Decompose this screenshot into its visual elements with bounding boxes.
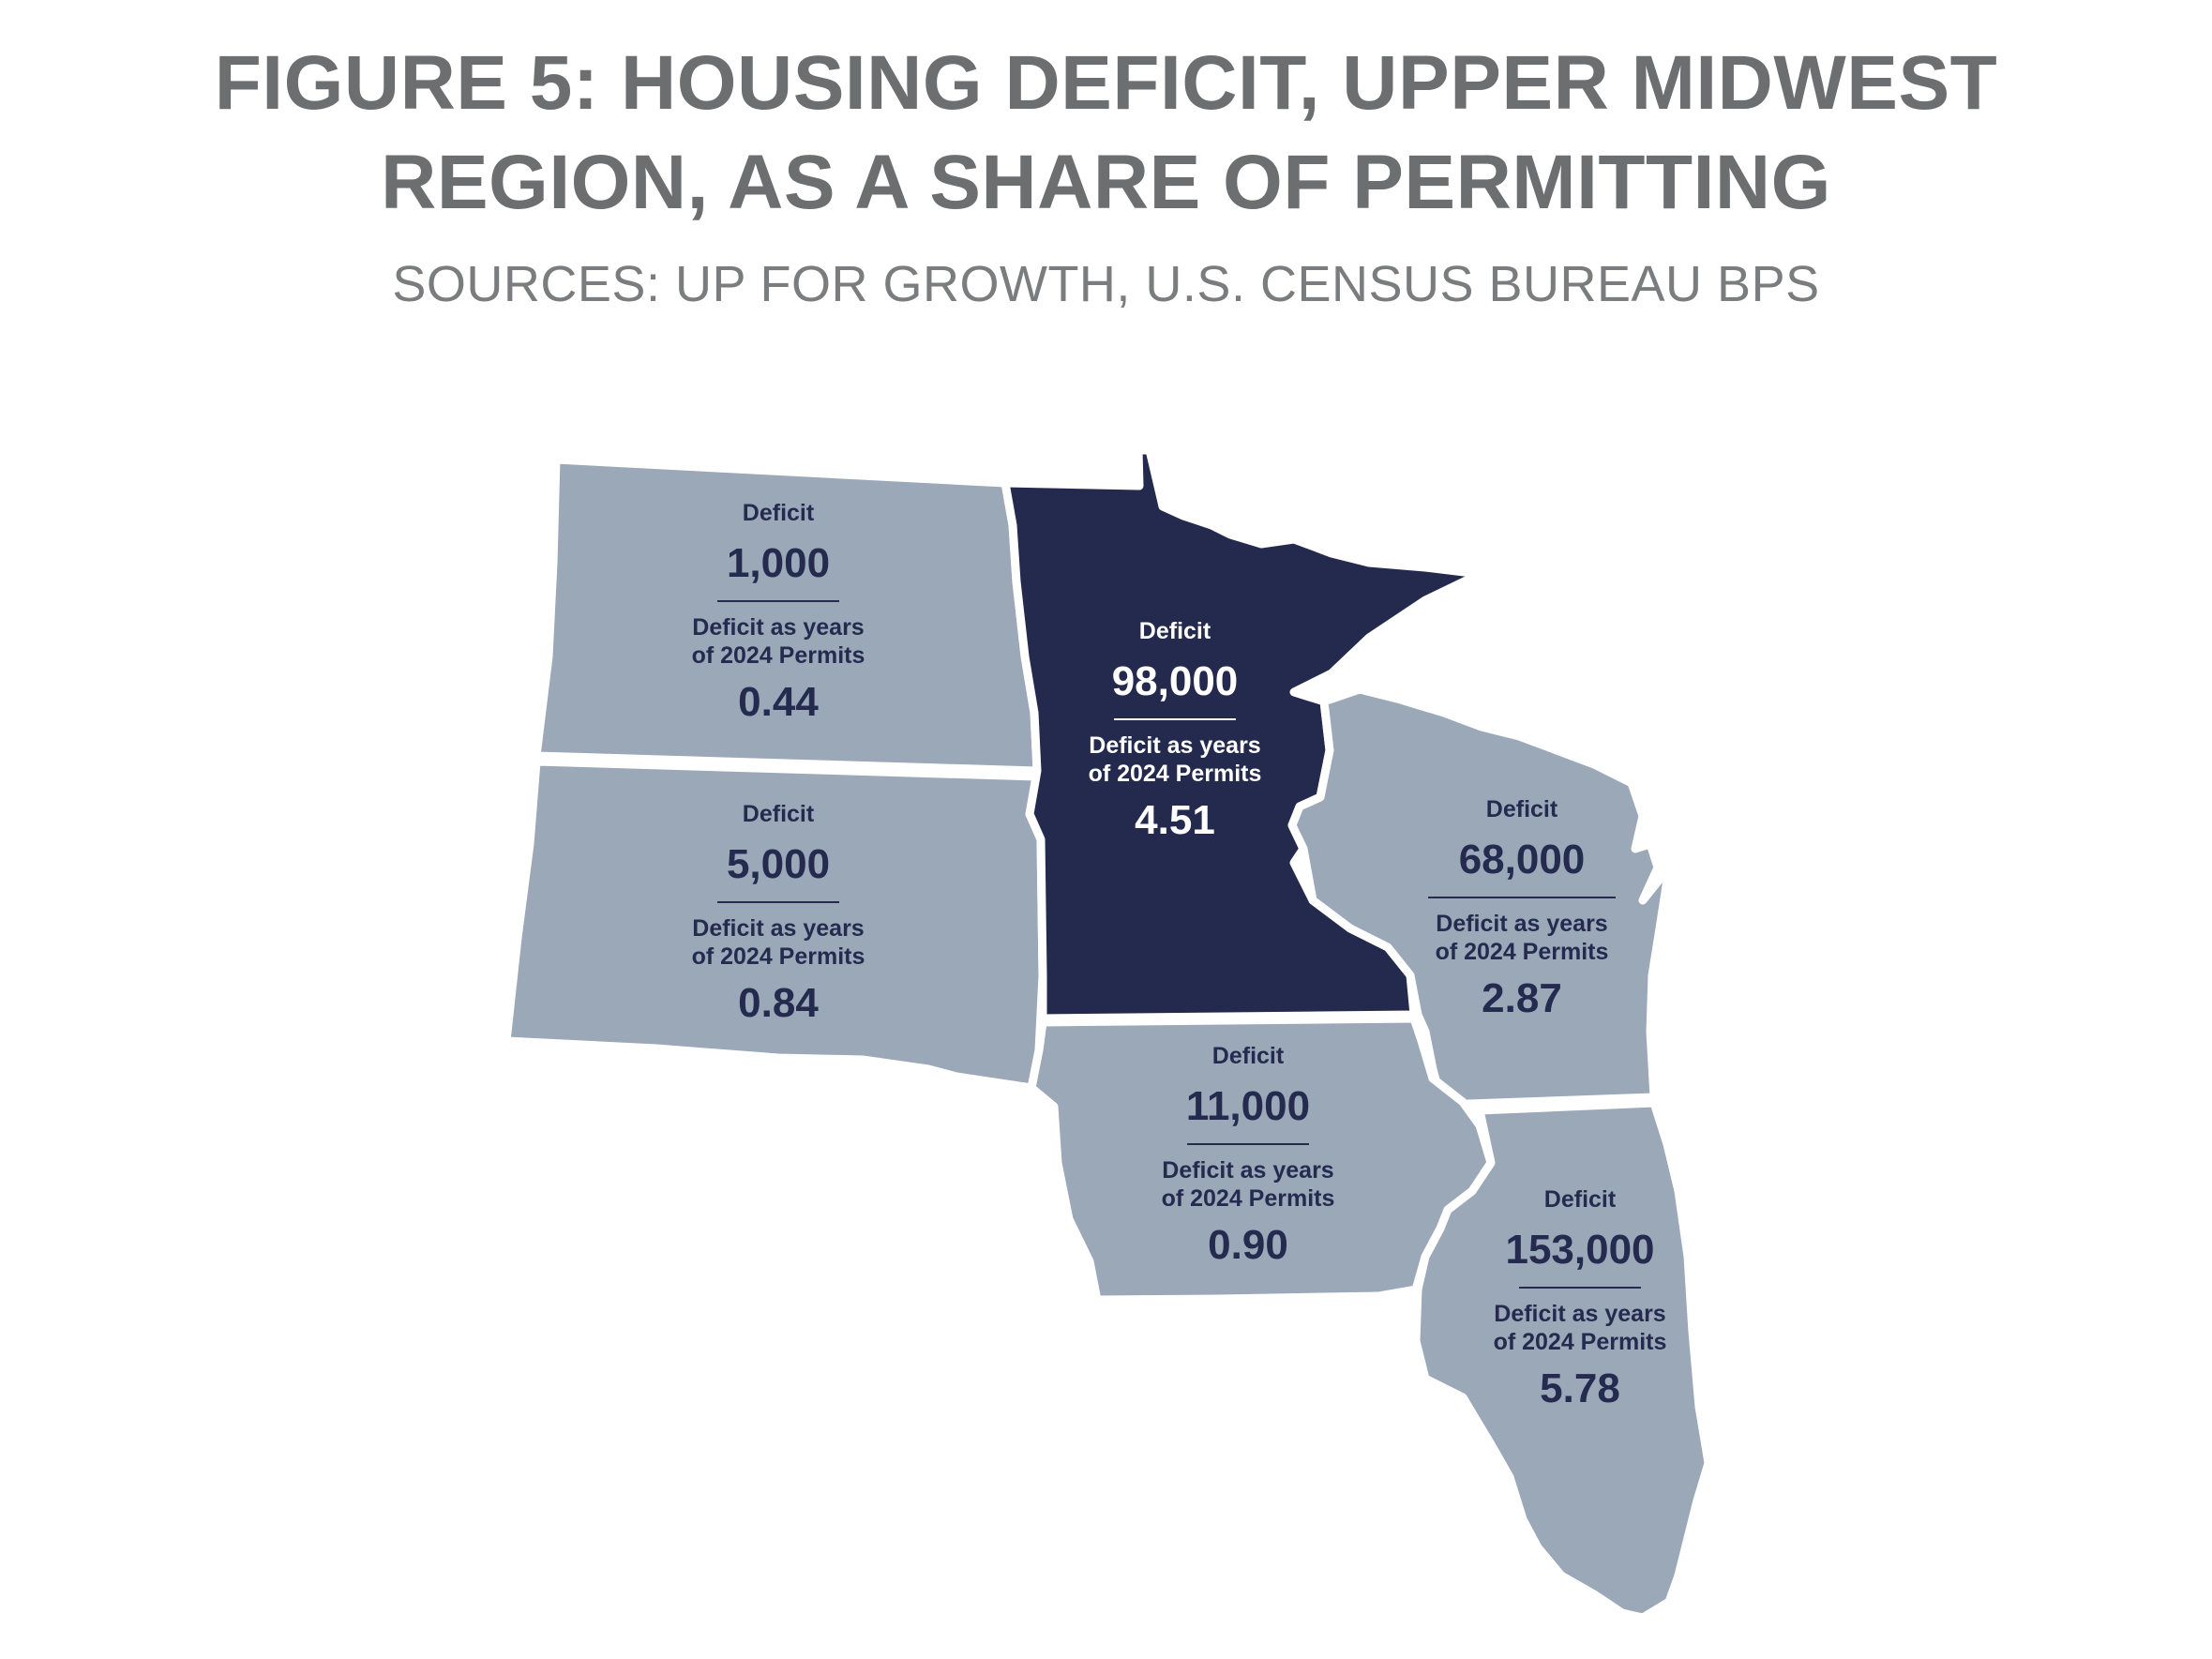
- figure-title-line-1: FIGURE 5: HOUSING DEFICIT, UPPER MIDWEST: [214, 40, 1998, 126]
- south-dakota-years-caption-line-1: Deficit as years: [692, 915, 865, 942]
- figure-sources: SOURCES: UP FOR GROWTH, U.S. CENSUS BURE…: [392, 256, 1820, 312]
- north-dakota-years-caption-line-2: of 2024 Permits: [691, 642, 865, 669]
- iowa-years-caption-line-1: Deficit as years: [1162, 1157, 1334, 1184]
- illinois-years-caption-line-1: Deficit as years: [1494, 1301, 1666, 1327]
- south-dakota-years-caption-line-2: of 2024 Permits: [691, 943, 865, 970]
- label-iowa: Deficit 11,000 Deficit as years of 2024 …: [1107, 1042, 1389, 1271]
- north-dakota-deficit-caption: Deficit: [742, 500, 815, 526]
- iowa-divider: [1187, 1143, 1309, 1145]
- north-dakota-divider: [717, 600, 839, 602]
- south-dakota-years-value: 0.84: [738, 980, 819, 1026]
- illinois-divider: [1519, 1287, 1641, 1289]
- illinois-deficit-caption: Deficit: [1543, 1186, 1617, 1213]
- south-dakota-deficit-caption: Deficit: [742, 801, 815, 827]
- minnesota-deficit-caption: Deficit: [1138, 618, 1211, 644]
- label-wisconsin: Deficit 68,000 Deficit as years of 2024 …: [1381, 795, 1663, 1024]
- wisconsin-years-caption-line-1: Deficit as years: [1436, 911, 1608, 937]
- label-minnesota: Deficit 98,000 Deficit as years of 2024 …: [1034, 617, 1316, 846]
- label-illinois: Deficit 153,000 Deficit as years of 2024…: [1439, 1185, 1721, 1414]
- north-dakota-years-caption-line-1: Deficit as years: [692, 614, 865, 641]
- wisconsin-divider: [1428, 897, 1616, 898]
- label-south-dakota: Deficit 5,000 Deficit as years of 2024 P…: [638, 800, 919, 1029]
- illinois-years-caption-line-2: of 2024 Permits: [1493, 1329, 1667, 1355]
- iowa-years-value: 0.90: [1208, 1222, 1288, 1268]
- wisconsin-deficit-caption: Deficit: [1485, 796, 1558, 822]
- label-north-dakota: Deficit 1,000 Deficit as years of 2024 P…: [638, 499, 919, 728]
- wisconsin-years-caption-line-2: of 2024 Permits: [1435, 939, 1609, 965]
- iowa-deficit-caption: Deficit: [1211, 1043, 1285, 1069]
- south-dakota-deficit-value: 5,000: [726, 841, 831, 887]
- iowa-years-caption-line-2: of 2024 Permits: [1161, 1185, 1335, 1212]
- north-dakota-deficit-value: 1,000: [726, 540, 831, 586]
- wisconsin-deficit-value: 68,000: [1458, 837, 1586, 882]
- minnesota-years-caption-line-2: of 2024 Permits: [1088, 761, 1262, 787]
- illinois-years-value: 5.78: [1540, 1365, 1620, 1411]
- north-dakota-years-value: 0.44: [738, 679, 819, 725]
- illinois-deficit-value: 153,000: [1505, 1227, 1655, 1273]
- minnesota-divider: [1114, 718, 1236, 720]
- south-dakota-divider: [717, 901, 839, 903]
- minnesota-years-value: 4.51: [1135, 797, 1215, 843]
- iowa-deficit-value: 11,000: [1185, 1083, 1311, 1129]
- minnesota-deficit-value: 98,000: [1111, 658, 1239, 704]
- minnesota-years-caption-line-1: Deficit as years: [1089, 732, 1261, 759]
- figure-title-line-2: REGION, AS A SHARE OF PERMITTING: [381, 140, 1831, 225]
- state-illinois: [1411, 1098, 1713, 1622]
- wisconsin-years-value: 2.87: [1482, 975, 1562, 1021]
